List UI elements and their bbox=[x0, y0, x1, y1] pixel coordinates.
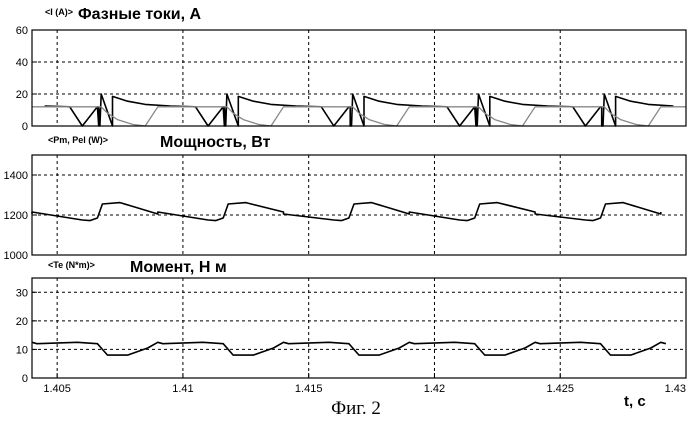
y-tick-label: 0 bbox=[22, 373, 28, 385]
y-tick-label: 1000 bbox=[4, 250, 28, 262]
y-tick-label: 1400 bbox=[4, 170, 28, 182]
y-tick-label: 20 bbox=[16, 316, 28, 328]
chart-panel-3: <Te (N*m)> Момент, Н м 0 10 20 30 bbox=[16, 259, 686, 385]
series-line bbox=[32, 342, 666, 355]
x-tick-label: 1.43 bbox=[665, 383, 686, 395]
x-tick-label: 1.42 bbox=[424, 383, 445, 395]
x-tick-label: 1.41 bbox=[172, 383, 193, 395]
panels: <I (A)> Фазные токи, А 0 20 40 60 <Pm, Pel (W)… bbox=[4, 6, 686, 385]
series-line bbox=[45, 94, 674, 126]
y-tick-label: 0 bbox=[22, 121, 28, 133]
x-tick-label: 1.425 bbox=[546, 383, 574, 395]
panel-frame bbox=[32, 278, 686, 378]
chart-panel-1: <I (A)> Фазные токи, А 0 20 40 60 bbox=[16, 6, 686, 133]
y-tick-label: 20 bbox=[16, 89, 28, 101]
panel-title: Фазные токи, А bbox=[78, 6, 202, 23]
series-line bbox=[32, 203, 661, 221]
panel-signal-tag: <I (A)> bbox=[45, 7, 73, 17]
x-tick-label: 1.405 bbox=[43, 383, 71, 395]
panel-signal-tag: <Te (N*m)> bbox=[48, 260, 95, 270]
chart-panel-2: <Pm, Pel (W)> Мощность, Вт 1000 1200 1400 bbox=[4, 134, 686, 262]
y-tick-label: 30 bbox=[16, 287, 28, 299]
x-axis-label: t, c bbox=[624, 393, 646, 410]
y-tick-label: 1200 bbox=[4, 210, 28, 222]
panel-title: Момент, Н м bbox=[130, 259, 227, 276]
y-tick-label: 10 bbox=[16, 344, 28, 356]
panel-title: Мощность, Вт bbox=[160, 134, 271, 151]
x-tick-label: 1.415 bbox=[295, 383, 323, 395]
figure-caption: Фиг. 2 bbox=[331, 398, 381, 419]
y-tick-label: 40 bbox=[16, 57, 28, 69]
panel-signal-tag: <Pm, Pel (W)> bbox=[48, 135, 108, 145]
y-tick-label: 60 bbox=[16, 25, 28, 37]
